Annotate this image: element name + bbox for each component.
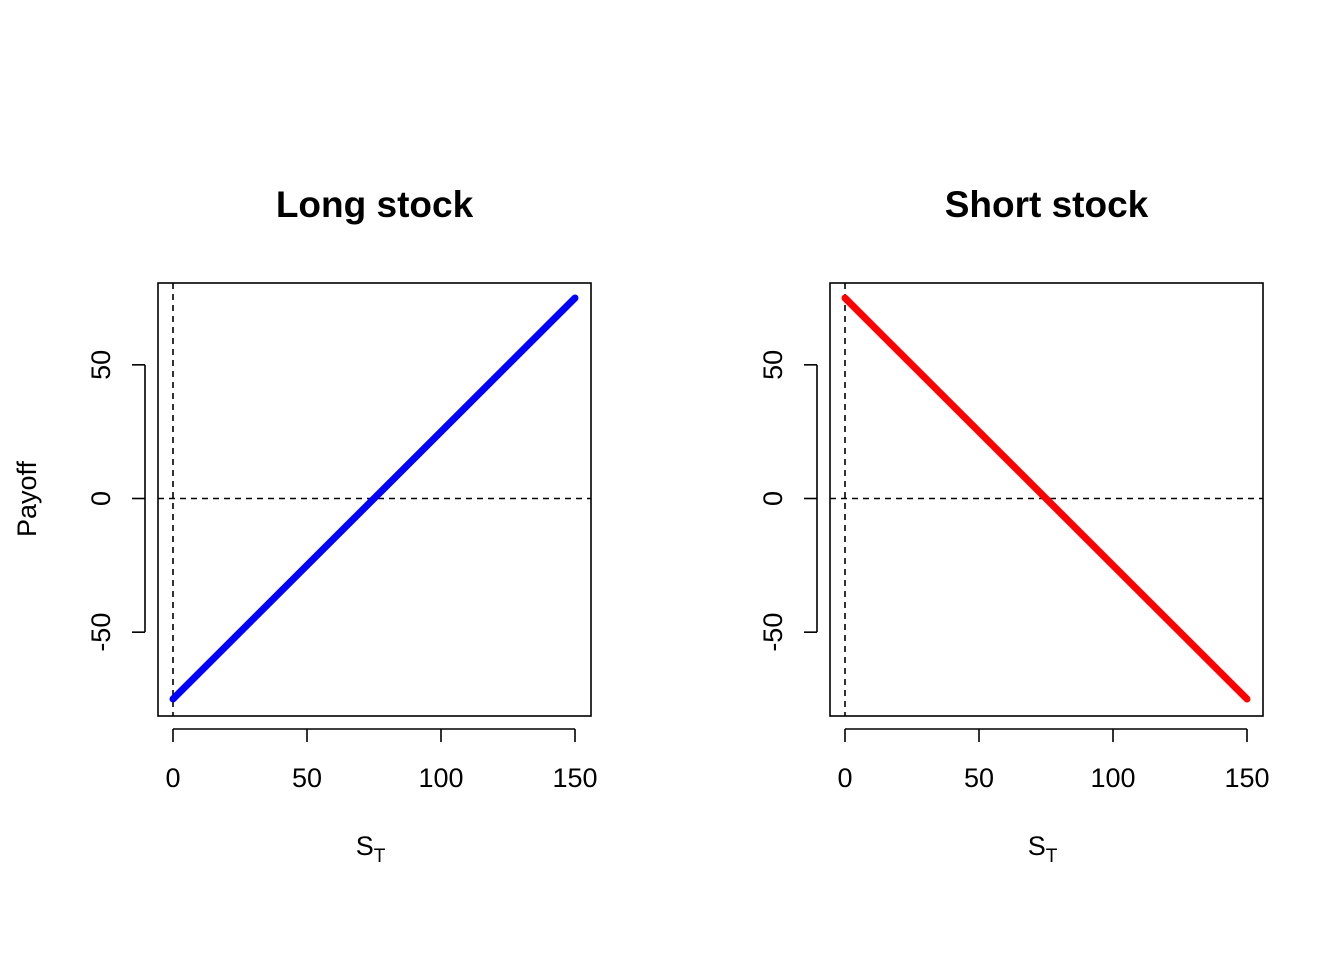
chart-title: Short stock bbox=[945, 184, 1149, 225]
x-axis-label-main: S bbox=[1028, 831, 1046, 861]
y-tick-label: 0 bbox=[86, 491, 116, 506]
payoff-line bbox=[841, 294, 1251, 703]
y-tick-label: 0 bbox=[758, 491, 788, 506]
x-tick-label: 150 bbox=[1224, 763, 1269, 793]
long-stock-panel: Long stock 0 50 100 150 -50 0 50 ST bbox=[86, 184, 598, 867]
y-tick-label: -50 bbox=[86, 613, 116, 652]
y-tick-label: 50 bbox=[86, 350, 116, 380]
y-tick-label: 50 bbox=[758, 350, 788, 380]
x-tick-label: 0 bbox=[837, 763, 852, 793]
x-axis-label: ST bbox=[356, 831, 386, 867]
x-tick-label: 50 bbox=[292, 763, 322, 793]
chart-title: Long stock bbox=[276, 184, 474, 225]
x-tick-label: 100 bbox=[418, 763, 463, 793]
x-axis-label: ST bbox=[1028, 831, 1058, 867]
x-axis-label-subscript: T bbox=[374, 846, 386, 867]
x-axis-label-subscript: T bbox=[1046, 846, 1058, 867]
payoff-line bbox=[169, 294, 579, 703]
x-tick-label: 0 bbox=[165, 763, 180, 793]
short-stock-panel: Short stock 0 50 100 150 -50 0 50 ST bbox=[758, 184, 1270, 867]
x-axis-label-main: S bbox=[356, 831, 374, 861]
x-tick-label: 50 bbox=[964, 763, 994, 793]
x-tick-label: 150 bbox=[552, 763, 597, 793]
x-tick-label: 100 bbox=[1090, 763, 1135, 793]
plot-box bbox=[157, 282, 592, 717]
y-tick-label: -50 bbox=[758, 613, 788, 652]
shared-y-axis-label: Payoff bbox=[12, 460, 42, 537]
plot-box bbox=[829, 282, 1264, 717]
